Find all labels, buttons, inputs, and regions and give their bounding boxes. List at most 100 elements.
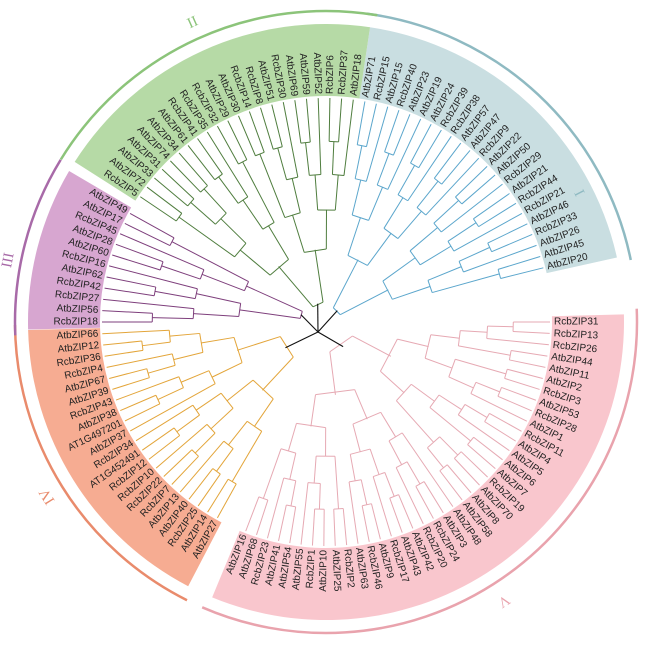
branch	[486, 337, 549, 346]
branch-connector	[252, 379, 274, 400]
branch-connector	[244, 281, 250, 291]
branch	[104, 287, 155, 297]
branch	[163, 449, 193, 477]
branch-connector	[194, 288, 198, 299]
branch-connector	[309, 173, 321, 176]
branch-connector	[383, 227, 399, 239]
branch	[226, 379, 254, 402]
leaf-label: RcbZIP37	[337, 49, 351, 95]
root-branch	[317, 331, 344, 348]
branch	[207, 478, 229, 513]
branch	[278, 504, 287, 542]
branch-connector	[409, 250, 421, 266]
branch	[176, 414, 200, 433]
leaf-label: AtbZIP18	[348, 53, 364, 96]
branch	[242, 161, 275, 223]
clade-I-label: I	[570, 187, 587, 199]
branch	[365, 106, 389, 182]
branch-connector	[382, 280, 393, 300]
branch	[454, 458, 480, 486]
branch-connector	[389, 494, 399, 499]
branch	[253, 398, 274, 427]
branch	[282, 102, 299, 178]
branch	[147, 364, 176, 374]
branch-connector	[237, 196, 249, 204]
branch	[169, 332, 200, 337]
branch	[352, 423, 361, 453]
branch	[115, 243, 164, 263]
branch	[433, 200, 460, 224]
leaf-label: RcbZIP6	[325, 55, 337, 95]
branch	[354, 389, 368, 420]
branch	[389, 497, 403, 533]
branch	[146, 186, 183, 214]
branch	[338, 98, 343, 142]
branch	[453, 212, 523, 252]
branch	[277, 147, 288, 180]
branch-connector	[173, 427, 181, 436]
branch	[470, 393, 528, 422]
leaf-label: RcbZIP27	[54, 289, 100, 304]
branch	[397, 165, 416, 195]
branch	[458, 345, 511, 356]
branch	[193, 313, 239, 317]
branch	[171, 241, 249, 283]
branch	[509, 359, 546, 368]
branch-connector	[348, 479, 362, 483]
clade-III-arc	[13, 159, 62, 336]
branch-connector	[433, 177, 442, 185]
branch	[383, 197, 404, 229]
branch-connector	[283, 477, 296, 482]
branch-connector	[410, 162, 419, 169]
branch-connector	[178, 376, 184, 388]
branch	[361, 505, 370, 542]
branch-connector	[429, 394, 440, 408]
branch	[196, 293, 241, 304]
branch	[446, 464, 472, 494]
branch	[104, 349, 144, 357]
branch	[238, 115, 256, 156]
branch	[305, 98, 311, 143]
branch	[380, 412, 397, 438]
branch	[314, 249, 324, 303]
leaf-label: AtbZIP52	[311, 52, 323, 94]
branch	[155, 423, 208, 469]
branch	[329, 351, 336, 395]
branch	[289, 506, 297, 544]
branch	[334, 456, 340, 509]
clade-V-label: V	[495, 591, 513, 610]
branch-connector	[457, 330, 461, 346]
branch	[292, 214, 305, 253]
branch-connector	[234, 243, 247, 258]
branch-connector	[262, 222, 275, 230]
branch-connector	[373, 472, 386, 478]
branch	[382, 257, 416, 282]
branch	[460, 330, 488, 333]
branch	[119, 233, 205, 271]
branch-connector	[416, 207, 427, 216]
branch-connector	[433, 222, 442, 233]
branch	[141, 427, 175, 451]
branch-connector	[455, 196, 463, 205]
branch-connector	[146, 368, 150, 378]
branch	[461, 174, 496, 205]
branch-connector	[447, 241, 455, 252]
branch	[372, 476, 392, 537]
branch	[305, 142, 310, 176]
branch	[467, 444, 496, 470]
branch	[109, 368, 147, 379]
branch-connector	[238, 159, 248, 165]
leaf-label: AtbZIP59	[297, 53, 312, 96]
branch	[439, 436, 459, 456]
branch	[161, 265, 201, 280]
leaf-label: AtbZIP10	[318, 550, 329, 592]
branch	[401, 432, 454, 507]
branch-connector	[187, 198, 195, 207]
branch	[197, 138, 223, 175]
branch	[365, 103, 377, 147]
branch	[384, 110, 400, 153]
branch	[339, 289, 389, 316]
branch	[201, 273, 245, 292]
branch	[278, 266, 314, 308]
branch-connector	[424, 334, 432, 359]
